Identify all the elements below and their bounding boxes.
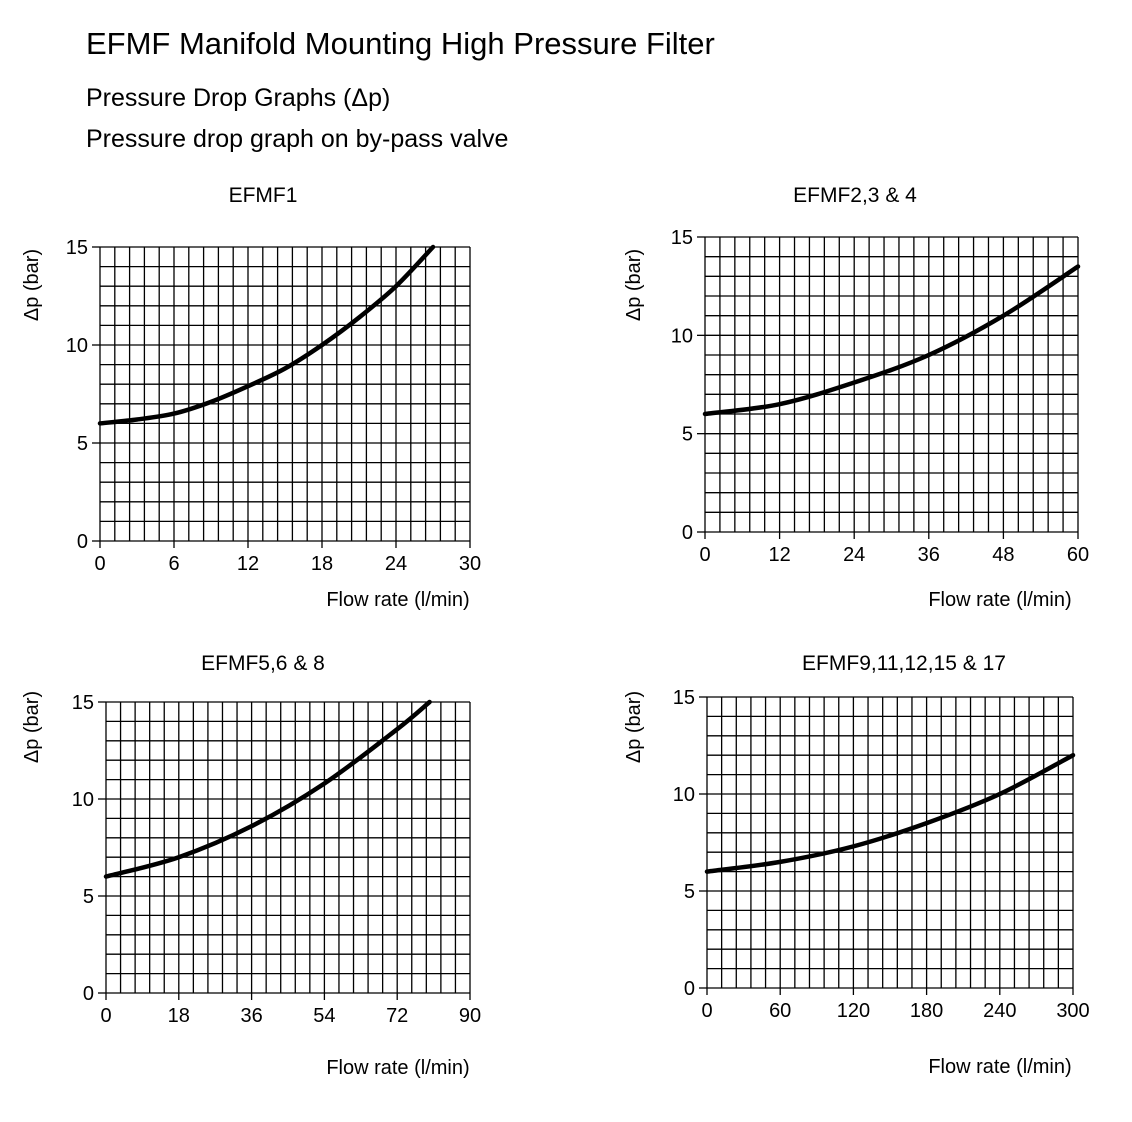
series-line bbox=[702, 264, 1081, 417]
y-axis-label: Δp (bar) bbox=[623, 249, 645, 321]
x-tick-label: 72 bbox=[386, 1005, 408, 1027]
y-tick-label: 0 bbox=[684, 978, 695, 1000]
x-tick-label: 90 bbox=[459, 1005, 481, 1027]
x-axis-label: Flow rate (l/min) bbox=[928, 589, 1071, 611]
x-tick-label: 24 bbox=[843, 544, 865, 566]
y-tick-label: 0 bbox=[682, 522, 693, 544]
y-tick-label: 0 bbox=[83, 983, 94, 1005]
series-line bbox=[704, 752, 1076, 874]
x-tick-label: 0 bbox=[94, 553, 105, 575]
x-tick-label: 240 bbox=[983, 1000, 1016, 1022]
chart-title: EFMF9,11,12,15 & 17 bbox=[802, 652, 1006, 675]
x-tick-label: 60 bbox=[1067, 544, 1089, 566]
y-axis-label: Δp (bar) bbox=[21, 691, 43, 763]
x-tick-label: 300 bbox=[1056, 1000, 1089, 1022]
x-tick-label: 48 bbox=[992, 544, 1014, 566]
chart-title: EFMF2,3 & 4 bbox=[793, 184, 917, 207]
x-tick-label: 18 bbox=[311, 553, 333, 575]
x-axis-label: Flow rate (l/min) bbox=[326, 589, 469, 611]
x-tick-label: 12 bbox=[768, 544, 790, 566]
y-tick-label: 5 bbox=[77, 433, 88, 455]
subtitle: Pressure Drop Graphs (Δp) bbox=[86, 84, 391, 112]
y-tick-label: 15 bbox=[671, 227, 693, 249]
chart-2: 0 12 24 36 48 60 0 5 10 15 EFMF2,3 & 4 Flow rate (l… bbox=[623, 184, 1089, 611]
series-line bbox=[103, 699, 432, 879]
x-tick-label: 36 bbox=[240, 1005, 262, 1027]
x-tick-label: 18 bbox=[168, 1005, 190, 1027]
y-tick-label: 10 bbox=[66, 335, 88, 357]
x-tick-label: 36 bbox=[918, 544, 940, 566]
x-tick-label: 0 bbox=[701, 1000, 712, 1022]
y-tick-label: 15 bbox=[72, 692, 94, 714]
x-tick-label: 180 bbox=[910, 1000, 943, 1022]
y-tick-label: 15 bbox=[66, 237, 88, 259]
subtitle-secondary: Pressure drop graph on by-pass valve bbox=[86, 125, 509, 153]
y-tick-label: 0 bbox=[77, 531, 88, 553]
y-tick-label: 10 bbox=[72, 789, 94, 811]
x-axis-label: Flow rate (l/min) bbox=[928, 1056, 1071, 1078]
x-axis-label: Flow rate (l/min) bbox=[326, 1057, 469, 1079]
chart-title: EFMF1 bbox=[229, 184, 298, 207]
x-tick-label: 120 bbox=[837, 1000, 870, 1022]
x-tick-label: 60 bbox=[769, 1000, 791, 1022]
x-tick-label: 0 bbox=[699, 544, 710, 566]
x-tick-label: 24 bbox=[385, 553, 407, 575]
chart-1: 0 6 12 18 24 30 0 5 10 15 EFMF1 Flow rate (l/min) Δp… bbox=[21, 184, 481, 611]
y-axis-label: Δp (bar) bbox=[623, 691, 645, 763]
page-title: EFMF Manifold Mounting High Pressure Fil… bbox=[86, 26, 715, 61]
x-tick-label: 6 bbox=[168, 553, 179, 575]
x-tick-label: 30 bbox=[459, 553, 481, 575]
y-axis-label: Δp (bar) bbox=[21, 249, 43, 321]
y-tick-label: 5 bbox=[83, 886, 94, 908]
x-tick-label: 54 bbox=[313, 1005, 335, 1027]
series-line bbox=[97, 244, 436, 426]
x-tick-label: 12 bbox=[237, 553, 259, 575]
y-tick-label: 15 bbox=[673, 687, 695, 709]
y-tick-label: 10 bbox=[671, 325, 693, 347]
chart-4: 0 60 120 180 240 300 0 5 10 15 EFMF9,11,12,15 & 17… bbox=[623, 652, 1090, 1078]
y-tick-label: 5 bbox=[682, 424, 693, 446]
chart-3: 0 18 36 54 72 90 0 5 10 15 EFMF5,6 & 8 Flow rate (l… bbox=[21, 652, 481, 1079]
y-tick-label: 10 bbox=[673, 784, 695, 806]
y-tick-label: 5 bbox=[684, 881, 695, 903]
chart-title: EFMF5,6 & 8 bbox=[201, 652, 325, 675]
x-tick-label: 0 bbox=[100, 1005, 111, 1027]
